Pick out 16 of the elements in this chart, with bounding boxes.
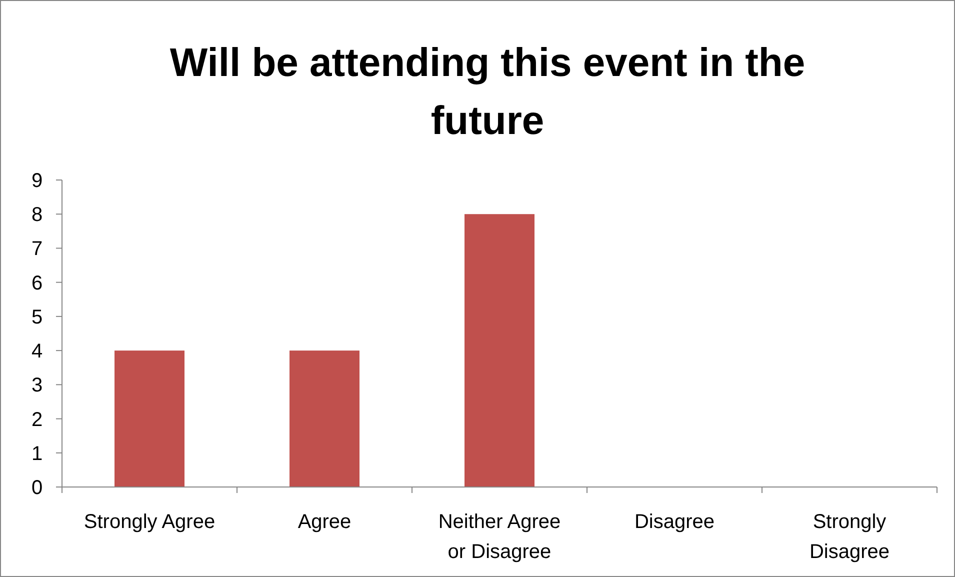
y-tick-label: 7 xyxy=(31,238,43,260)
y-tick-label: 1 xyxy=(31,442,43,465)
y-tick-label: 3 xyxy=(31,374,43,397)
y-tick-label: 0 xyxy=(31,477,43,499)
y-tick-label: 5 xyxy=(31,306,43,328)
x-tick-label: Strongly Disagree xyxy=(809,511,890,563)
x-tick-label: Neither Agree or Disagree xyxy=(438,511,561,563)
y-tick-label: 4 xyxy=(31,340,43,363)
y-tick-label: 8 xyxy=(31,204,43,226)
x-tick-label: Agree xyxy=(298,511,352,533)
y-tick-label: 9 xyxy=(31,170,43,192)
x-tick-label: Disagree xyxy=(634,511,715,533)
y-tick-label: 6 xyxy=(31,272,43,294)
chart-title: Will be attending this event in the future xyxy=(170,41,806,143)
x-tick-label: Strongly Agree xyxy=(84,511,216,533)
y-tick-label: 2 xyxy=(31,408,43,431)
